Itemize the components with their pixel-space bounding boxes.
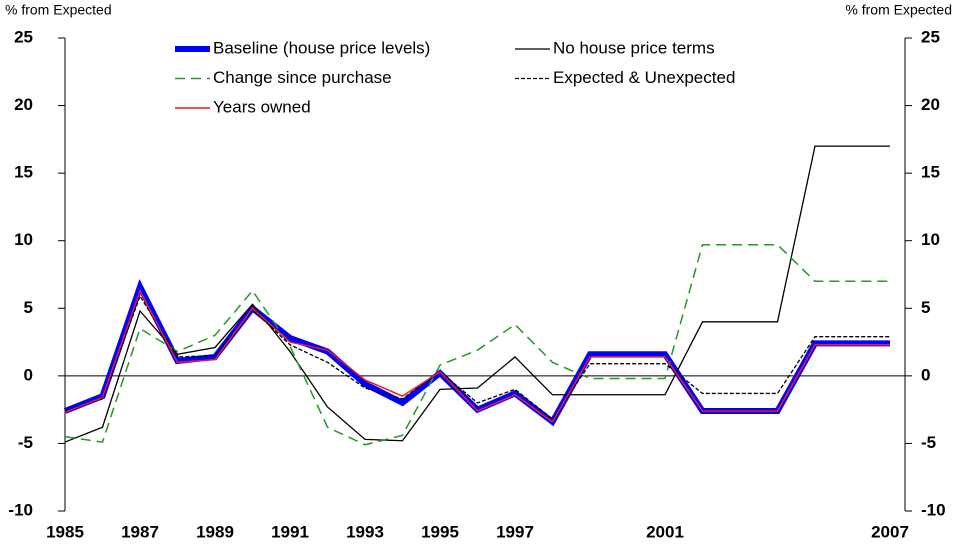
legend-label: Years owned — [213, 97, 311, 116]
x-tick-label: 1985 — [46, 522, 84, 541]
x-tick-label: 1997 — [496, 522, 534, 541]
x-tick-label: 1987 — [121, 522, 159, 541]
x-tick-label: 1993 — [346, 522, 384, 541]
y2-axis-title: % from Expected — [845, 2, 952, 18]
y-tick-label: 20 — [14, 95, 33, 114]
y-tick-label: 10 — [14, 230, 33, 249]
y2-tick-label: 10 — [921, 230, 940, 249]
legend-label: Baseline (house price levels) — [213, 38, 430, 57]
legend-label: Expected & Unexpected — [553, 68, 735, 87]
x-tick-label: 1989 — [196, 522, 234, 541]
y-tick-label: -5 — [18, 433, 33, 452]
y2-tick-label: 5 — [921, 298, 930, 317]
y2-tick-label: 25 — [921, 27, 940, 46]
y-tick-label: -10 — [8, 500, 33, 519]
y-tick-label: 15 — [14, 163, 33, 182]
x-tick-label: 1995 — [421, 522, 459, 541]
series-line — [64, 145, 890, 443]
y-tick-label: 0 — [24, 365, 33, 384]
y-axis-title: % from Expected — [5, 2, 112, 18]
legend-label: No house price terms — [553, 38, 715, 57]
y-tick-label: 25 — [14, 27, 33, 46]
x-tick-label: 2001 — [646, 522, 684, 541]
y-tick-label: 5 — [24, 298, 33, 317]
series-line — [64, 244, 890, 446]
series-line — [63, 278, 890, 427]
y2-tick-label: 20 — [921, 95, 940, 114]
series-line — [64, 294, 890, 421]
x-tick-label: 1991 — [271, 522, 309, 541]
x-tick-label: 2007 — [871, 522, 909, 541]
y2-tick-label: 15 — [921, 163, 940, 182]
series-line — [64, 288, 890, 423]
legend-label: Change since purchase — [213, 68, 392, 87]
y2-tick-label: -10 — [921, 500, 946, 519]
y2-tick-label: -5 — [921, 433, 936, 452]
y2-tick-label: 0 — [921, 365, 930, 384]
